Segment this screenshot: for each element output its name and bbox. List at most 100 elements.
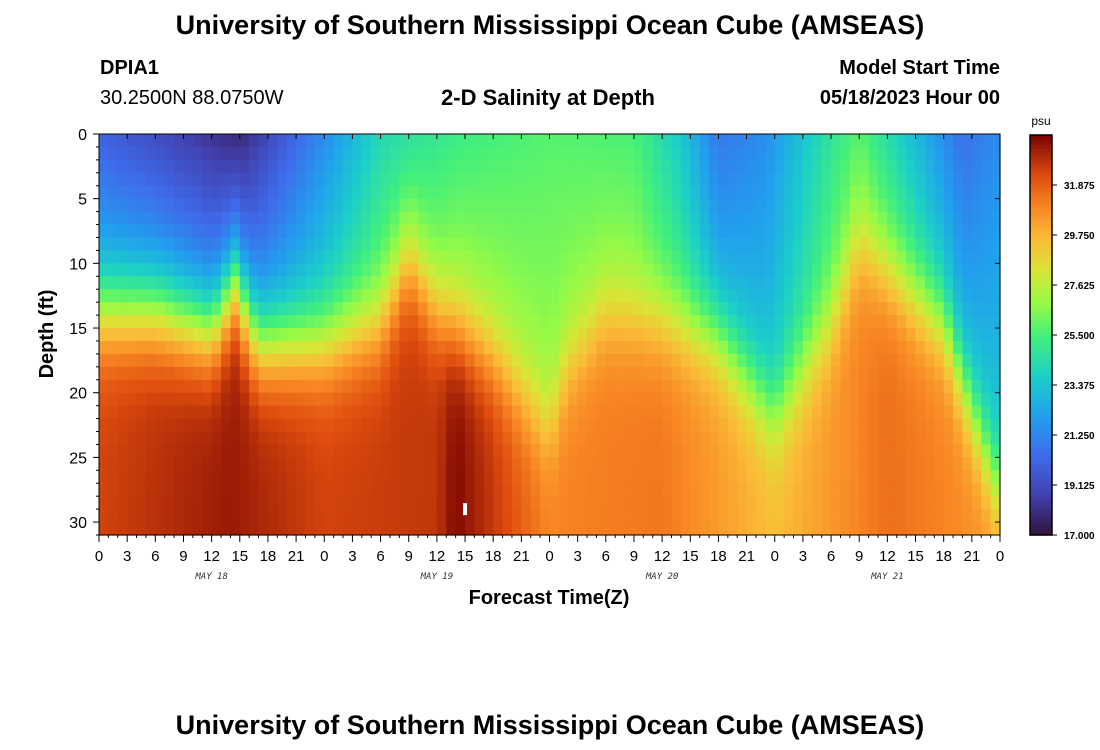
heatmap-cell bbox=[652, 522, 663, 536]
heatmap-cell bbox=[727, 134, 738, 148]
heatmap-cell bbox=[446, 134, 457, 148]
heatmap-cell bbox=[680, 392, 691, 407]
heatmap-cell bbox=[662, 418, 673, 433]
heatmap-cell bbox=[690, 444, 701, 458]
heatmap-cell bbox=[174, 134, 185, 148]
heatmap-cell bbox=[906, 185, 917, 200]
heatmap-cell bbox=[408, 509, 419, 523]
heatmap-cell bbox=[455, 405, 466, 420]
heatmap-cell bbox=[568, 328, 579, 342]
heatmap-cell bbox=[296, 263, 307, 277]
heatmap-cell bbox=[990, 146, 1001, 161]
heatmap-cell bbox=[296, 444, 307, 458]
heatmap-cell bbox=[953, 237, 964, 252]
heatmap-cell bbox=[812, 392, 823, 407]
heatmap-cell bbox=[493, 379, 504, 394]
heatmap-cell bbox=[127, 159, 138, 174]
heatmap-cell bbox=[211, 431, 222, 446]
heatmap-cell bbox=[624, 159, 635, 174]
heatmap-cell bbox=[709, 211, 720, 226]
heatmap-cell bbox=[680, 302, 691, 316]
heatmap-cell bbox=[352, 483, 363, 497]
heatmap-cell bbox=[624, 392, 635, 407]
heatmap-cell bbox=[793, 134, 804, 148]
heatmap-cell bbox=[155, 379, 166, 394]
heatmap-cell bbox=[981, 509, 992, 523]
heatmap-cell bbox=[333, 224, 344, 239]
heatmap-cell bbox=[324, 496, 335, 510]
heatmap-cell bbox=[755, 418, 766, 433]
heatmap-cell bbox=[305, 289, 316, 303]
colorbar-segment bbox=[1030, 488, 1052, 493]
heatmap-cell bbox=[324, 379, 335, 394]
heatmap-cell bbox=[418, 198, 429, 213]
heatmap-cell bbox=[643, 379, 654, 394]
heatmap-cell bbox=[333, 509, 344, 523]
heatmap-cell bbox=[436, 263, 447, 277]
heatmap-cell bbox=[877, 315, 888, 329]
colorbar-segment bbox=[1030, 478, 1052, 483]
heatmap-cell bbox=[877, 328, 888, 342]
heatmap-cell bbox=[990, 224, 1001, 239]
heatmap-cell bbox=[305, 134, 316, 148]
heatmap-cell bbox=[249, 263, 260, 277]
heatmap-cell bbox=[662, 328, 673, 342]
heatmap-cell bbox=[727, 237, 738, 252]
heatmap-cell bbox=[549, 457, 560, 471]
heatmap-cell bbox=[577, 392, 588, 407]
colorbar-segment bbox=[1030, 395, 1052, 399]
heatmap-cell bbox=[230, 431, 241, 446]
heatmap-cell bbox=[455, 392, 466, 407]
heatmap-cell bbox=[549, 496, 560, 510]
heatmap-cell bbox=[521, 146, 532, 161]
heatmap-cell bbox=[418, 431, 429, 446]
heatmap-cell bbox=[990, 509, 1001, 523]
heatmap-cell bbox=[793, 496, 804, 510]
heatmap-cell bbox=[249, 392, 260, 407]
heatmap-cell bbox=[877, 431, 888, 446]
heatmap-cell bbox=[155, 237, 166, 252]
heatmap-cell bbox=[202, 496, 213, 510]
heatmap-cell bbox=[727, 509, 738, 523]
heatmap-cell bbox=[718, 198, 729, 213]
heatmap-cell bbox=[221, 134, 231, 148]
heatmap-cell bbox=[221, 315, 231, 329]
heatmap-cell bbox=[746, 340, 757, 355]
heatmap-cell bbox=[155, 470, 166, 484]
heatmap-cell bbox=[568, 353, 579, 368]
heatmap-cell bbox=[765, 224, 776, 239]
heatmap-cell bbox=[784, 379, 795, 394]
heatmap-cell bbox=[455, 289, 466, 303]
heatmap-cell bbox=[577, 418, 588, 433]
heatmap-cell bbox=[371, 250, 382, 264]
heatmap-cell bbox=[202, 315, 213, 329]
heatmap-cell bbox=[971, 224, 982, 239]
heatmap-cell bbox=[943, 198, 954, 213]
heatmap-cell bbox=[192, 496, 203, 510]
heatmap-cell bbox=[924, 198, 935, 213]
colorbar-segment bbox=[1030, 148, 1052, 153]
heatmap-cell bbox=[784, 496, 795, 510]
heatmap-cell bbox=[821, 224, 832, 239]
heatmap-cell bbox=[408, 431, 419, 446]
heatmap-cell bbox=[915, 315, 926, 329]
heatmap-cell bbox=[934, 198, 945, 213]
heatmap-cell bbox=[192, 405, 203, 420]
heatmap-cell bbox=[755, 457, 766, 471]
heatmap-cell bbox=[896, 509, 907, 523]
colorbar-segment bbox=[1030, 491, 1052, 496]
heatmap-cell bbox=[699, 250, 710, 264]
heatmap-cell bbox=[699, 159, 710, 174]
heatmap-cell bbox=[277, 134, 288, 148]
heatmap-cell bbox=[192, 289, 203, 303]
heatmap-cell bbox=[906, 366, 917, 381]
x-tick-label: 9 bbox=[855, 548, 863, 565]
heatmap-cell bbox=[652, 224, 663, 239]
heatmap-cell bbox=[521, 302, 532, 316]
heatmap-cell bbox=[680, 431, 691, 446]
heatmap-cell bbox=[108, 496, 119, 510]
heatmap-cell bbox=[371, 431, 382, 446]
heatmap-cell bbox=[371, 328, 382, 342]
heatmap-cell bbox=[239, 392, 250, 407]
heatmap-cell bbox=[662, 392, 673, 407]
